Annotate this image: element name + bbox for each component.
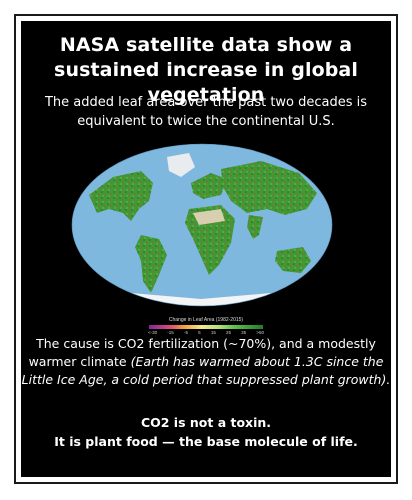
greenland xyxy=(167,153,195,177)
continent-north-america xyxy=(89,171,153,221)
poster-panel: NASA satellite data show a sustained inc… xyxy=(21,21,391,477)
closing-statement: CO2 is not a toxin. It is plant food — t… xyxy=(21,413,391,451)
legend-title: Change in Leaf Area (1982-2015) xyxy=(168,317,244,323)
legend-color-bar xyxy=(149,325,263,329)
closing-line-1: CO2 is not a toxin. xyxy=(140,415,272,430)
legend-ticks: <-30 -15 -5 5 15 25 35 >50 xyxy=(148,330,264,335)
legend-tick: -15 xyxy=(167,330,174,335)
continent-australia xyxy=(275,247,311,273)
continent-africa xyxy=(185,205,235,275)
legend-tick: 35 xyxy=(241,330,247,335)
sahara xyxy=(193,209,225,225)
legend-tick: >50 xyxy=(256,330,264,335)
legend-tick: 5 xyxy=(198,330,201,335)
continent-europe xyxy=(191,173,227,199)
subcontinent xyxy=(247,215,263,239)
map-legend: Change in Leaf Area (1982-2015) <-30 -15… xyxy=(146,317,266,335)
legend-tick: -5 xyxy=(183,330,188,335)
cause-paragraph: The cause is CO2 fertilization (~70%), a… xyxy=(21,335,391,389)
continent-asia xyxy=(221,161,317,215)
legend-tick: 15 xyxy=(210,330,216,335)
global-vegetation-map xyxy=(71,143,333,307)
legend-tick: <-30 xyxy=(148,330,158,335)
continent-south-america xyxy=(135,235,167,293)
headline: NASA satellite data show a sustained inc… xyxy=(54,34,358,106)
legend-tick: 25 xyxy=(225,330,231,335)
cause-italic-note: (Earth has warmed about 1.3C since the L… xyxy=(21,354,391,387)
subheadline: The added leaf area over the past two de… xyxy=(44,95,368,129)
cause-text: The cause is CO2 fertilization (~70%), a… xyxy=(28,336,376,369)
closing-line-2: It is plant food — the base molecule of … xyxy=(54,434,358,449)
